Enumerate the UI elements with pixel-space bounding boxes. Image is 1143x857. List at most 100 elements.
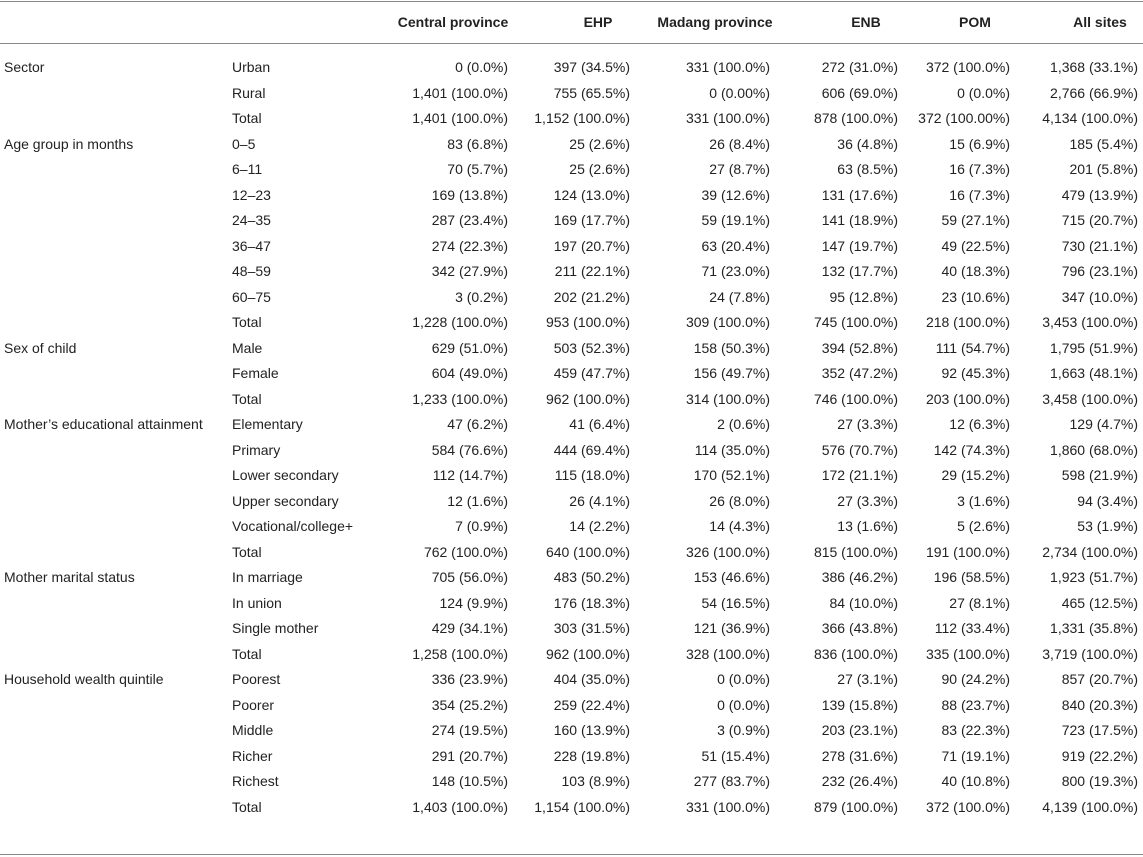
- cell: 14 (2.2%): [569, 518, 630, 534]
- cell: 746 (100.0%): [813, 390, 898, 407]
- cell: 3 (0.9%): [717, 722, 770, 738]
- row-label: In union: [232, 594, 282, 611]
- cell: 730 (21.1%): [1061, 237, 1138, 254]
- cell: 25 (2.6%): [569, 135, 630, 152]
- cell: 124 (9.9%): [439, 594, 508, 611]
- row-label: Elementary: [232, 416, 303, 432]
- cell: 3,453 (100.0%): [1042, 314, 1138, 330]
- cell: 40 (18.3%): [941, 263, 1010, 279]
- row-label: Total: [232, 390, 262, 407]
- row-label: Total: [232, 645, 262, 662]
- cell: 857 (20.7%): [1061, 671, 1138, 687]
- cell: 1,233 (100.0%): [412, 390, 508, 407]
- cell: 53 (1.9%): [1077, 518, 1138, 534]
- cell: 148 (10.5%): [431, 773, 508, 789]
- cell: 218 (100.0%): [925, 314, 1010, 330]
- cell: 12 (1.6%): [447, 492, 508, 509]
- cell: 272 (31.0%): [821, 59, 898, 75]
- group-label: Age group in months: [4, 135, 134, 152]
- cell: 114 (35.0%): [694, 441, 770, 458]
- row-label: Vocational/college+: [232, 518, 354, 534]
- column-header: EHP: [583, 14, 613, 30]
- cell: 197 (20.7%): [553, 237, 630, 254]
- row-label: Female: [232, 365, 279, 381]
- cell: 49 (22.5%): [941, 237, 1010, 254]
- cell: 2,766 (66.9%): [1050, 84, 1138, 101]
- cell: 90 (24.2%): [941, 671, 1010, 687]
- cell: 815 (100.0%): [813, 543, 898, 560]
- row-label: Richer: [232, 747, 273, 764]
- row-label: Male: [232, 339, 263, 356]
- cell: 112 (33.4%): [934, 620, 1010, 636]
- cell: 429 (34.1%): [431, 620, 508, 636]
- cell: 483 (50.2%): [553, 569, 630, 585]
- cell: 878 (100.0%): [813, 110, 898, 126]
- cell: 83 (6.8%): [447, 135, 508, 152]
- row-label: 36–47: [232, 237, 271, 254]
- group-label: Sector: [4, 59, 45, 75]
- cell: 12 (6.3%): [949, 416, 1010, 432]
- row-label: Single mother: [232, 620, 319, 636]
- cell: 336 (23.9%): [431, 671, 508, 687]
- row-label: Total: [232, 110, 262, 126]
- cell: 1,258 (100.0%): [412, 645, 508, 662]
- cell: 16 (7.3%): [949, 161, 1010, 177]
- cell: 1,795 (51.9%): [1050, 339, 1138, 356]
- cell: 191 (100.0%): [925, 543, 1010, 560]
- cell: 800 (19.3%): [1061, 773, 1138, 789]
- row-label: Primary: [232, 441, 281, 458]
- cell: 3 (1.6%): [957, 492, 1010, 509]
- cell: 172 (21.1%): [821, 467, 898, 483]
- cell: 201 (5.8%): [1069, 161, 1138, 177]
- cell: 39 (12.6%): [701, 186, 770, 203]
- cell: 715 (20.7%): [1061, 212, 1138, 228]
- cell: 459 (47.7%): [553, 365, 630, 381]
- column-header: Madang province: [657, 14, 773, 30]
- row-label: Total: [232, 314, 262, 330]
- cell: 0 (0.0%): [455, 59, 508, 75]
- cell: 36 (4.8%): [837, 135, 898, 152]
- row-label: 24–35: [232, 212, 271, 228]
- row-label: Poorest: [232, 671, 281, 687]
- row-label: Richest: [232, 773, 279, 789]
- cell: 879 (100.0%): [813, 798, 898, 815]
- cell: 347 (10.0%): [1061, 288, 1138, 305]
- cell: 629 (51.0%): [431, 339, 508, 356]
- cell: 274 (19.5%): [431, 722, 508, 738]
- cell: 1,401 (100.0%): [412, 110, 508, 126]
- cell: 124 (13.0%): [553, 186, 630, 203]
- column-header: ENB: [851, 14, 881, 30]
- cell: 372 (100.0%): [925, 59, 1010, 75]
- cell: 479 (13.9%): [1061, 186, 1138, 203]
- cell: 169 (13.8%): [431, 186, 508, 203]
- cell: 1,331 (35.8%): [1050, 620, 1138, 636]
- cell: 24 (7.8%): [709, 288, 770, 305]
- cell: 1,228 (100.0%): [412, 314, 508, 330]
- cell: 95 (12.8%): [829, 288, 898, 305]
- cell: 1,923 (51.7%): [1050, 569, 1138, 585]
- row-label: 6–11: [232, 161, 263, 177]
- cell: 274 (22.3%): [431, 237, 508, 254]
- cell: 796 (23.1%): [1061, 263, 1138, 279]
- cell: 598 (21.9%): [1061, 467, 1138, 483]
- cell: 112 (14.7%): [432, 467, 508, 483]
- cell: 25 (2.6%): [569, 161, 630, 177]
- cell: 503 (52.3%): [553, 339, 630, 356]
- row-label: Poorer: [232, 696, 275, 713]
- cell: 92 (45.3%): [941, 365, 1010, 381]
- cell: 444 (69.4%): [553, 441, 630, 458]
- cell: 584 (76.6%): [431, 441, 508, 458]
- cell: 131 (17.6%): [821, 186, 898, 203]
- cell: 88 (23.7%): [941, 696, 1010, 713]
- cell: 919 (22.2%): [1061, 747, 1138, 764]
- group-label: Sex of child: [4, 339, 77, 356]
- row-label: Total: [232, 798, 262, 815]
- cell: 335 (100.0%): [925, 645, 1010, 662]
- cell: 41 (6.4%): [569, 416, 630, 432]
- cell: 0 (0.0%): [717, 696, 770, 713]
- cell: 836 (100.0%): [813, 645, 898, 662]
- cell: 309 (100.0%): [685, 314, 770, 330]
- row-label: 0–5: [232, 135, 256, 152]
- cell: 176 (18.3%): [553, 594, 630, 611]
